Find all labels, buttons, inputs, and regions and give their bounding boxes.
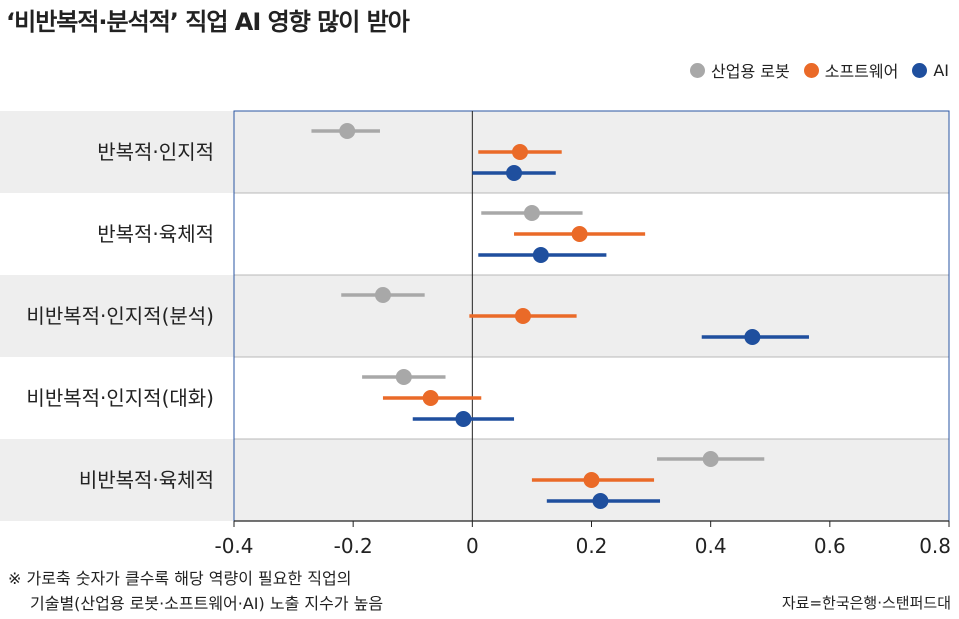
software-point-1 (571, 226, 588, 242)
x-tick-label-3: 0.2 (576, 534, 608, 558)
robot-point-3 (395, 369, 412, 385)
footnote: ※ 가로축 숫자가 클수록 해당 역량이 필요한 직업의 기술별(산업용 로봇·… (8, 566, 383, 616)
software-point-0 (512, 144, 528, 160)
legend-item-software: 소프트웨어 (803, 58, 899, 82)
ai-point-4 (592, 493, 609, 509)
robot-point-4 (702, 451, 719, 467)
x-tick-label-4: 0.4 (695, 534, 727, 558)
robot-point-1 (523, 205, 540, 221)
legend-item-ai: AI (912, 61, 949, 80)
x-tick-label-0: -0.4 (214, 534, 253, 558)
x-tick-label-6: 0.8 (919, 534, 951, 558)
ai-point-3 (455, 411, 472, 427)
category-label-3: 비반복적·인지적(대화) (26, 386, 214, 410)
legend-dot-ai (912, 62, 928, 78)
row-band-4 (0, 439, 949, 521)
footnote-line-1: ※ 가로축 숫자가 클수록 해당 역량이 필요한 직업의 (8, 569, 352, 588)
category-label-0: 반복적·인지적 (97, 140, 214, 164)
robot-point-2 (374, 287, 391, 303)
x-tick-label-5: 0.6 (814, 534, 846, 558)
category-label-1: 반복적·육체적 (97, 222, 214, 246)
ai-point-1 (532, 247, 549, 263)
legend-label-ai: AI (933, 60, 949, 80)
software-point-3 (422, 390, 439, 406)
ai-point-0 (506, 165, 523, 181)
legend-label-software: 소프트웨어 (824, 62, 899, 81)
ai-point-2 (744, 329, 761, 345)
legend: 산업용 로봇 소프트웨어 AI (690, 58, 949, 82)
legend-dot-software (803, 62, 819, 78)
x-tick-label-1: -0.2 (334, 534, 373, 558)
footnote-line-2: 기술별(산업용 로봇·소프트웨어·AI) 노출 지수가 높음 (30, 594, 384, 613)
category-label-2: 비반복적·인지적(분석) (26, 304, 214, 328)
x-tick-label-2: 0 (466, 534, 479, 558)
category-label-4: 비반복적·육체적 (79, 468, 214, 492)
legend-label-robot: 산업용 로봇 (711, 62, 790, 81)
legend-item-robot: 산업용 로봇 (690, 58, 790, 82)
software-point-4 (583, 472, 600, 488)
robot-point-0 (339, 123, 356, 139)
source-note: 자료=한국은행·스탠퍼드대 (781, 594, 951, 612)
legend-dot-robot (690, 62, 706, 78)
software-point-2 (514, 308, 531, 324)
chart-title: ‘비반복적·분석적’ 직업 AI 영향 많이 받아 (6, 8, 410, 36)
row-band-0 (0, 111, 949, 193)
